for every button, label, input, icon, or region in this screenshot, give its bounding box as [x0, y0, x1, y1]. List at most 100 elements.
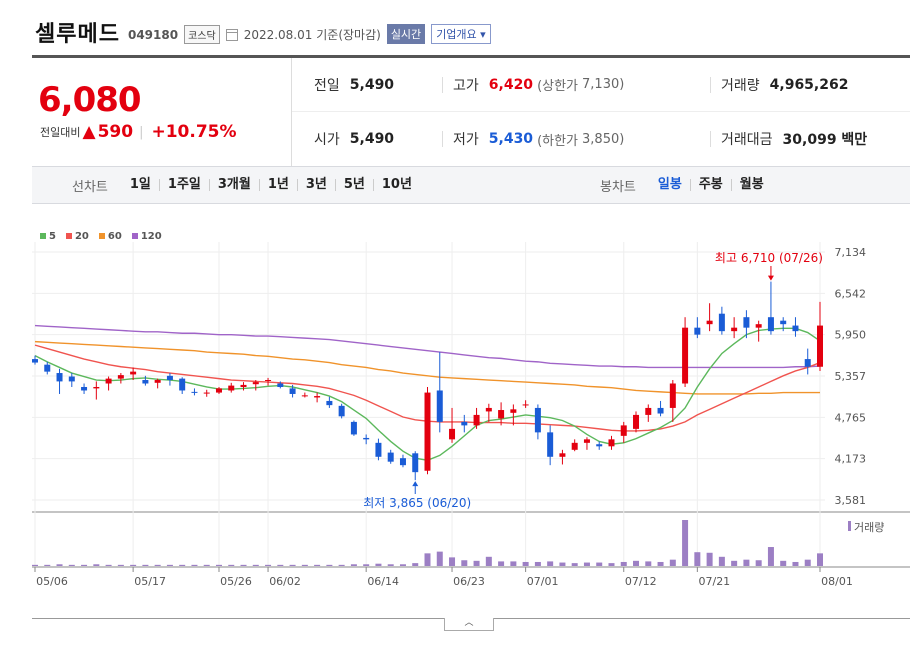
volume-bar: [485, 556, 492, 566]
candle-body: [424, 392, 431, 471]
line-chart-tabs: 선차트 1일 1주일 3개월 1년 3년 5년 10년: [72, 167, 420, 203]
volume-bar: [277, 564, 284, 566]
company-overview-button[interactable]: 기업개요 ▾: [431, 24, 491, 44]
candle-body: [203, 392, 210, 394]
volume-bar: [449, 557, 456, 566]
volume-bar: [559, 562, 566, 566]
tab-monthly[interactable]: 월봉: [730, 178, 772, 191]
candle-body: [706, 320, 713, 325]
tab-3y[interactable]: 3년: [296, 178, 335, 191]
tab-3m[interactable]: 3개월: [208, 178, 259, 191]
high-annotation: 최고 6,710 (07/26): [715, 251, 823, 265]
tab-weekly[interactable]: 주봉: [689, 178, 731, 191]
volume-bar: [780, 560, 787, 566]
candle-body: [265, 380, 272, 382]
tab-1y[interactable]: 1년: [258, 178, 297, 191]
candle-body: [780, 320, 787, 325]
change-percent: +10.75%: [151, 122, 237, 142]
calendar-icon: [225, 28, 238, 41]
chart-legend: 5 20 60 120: [40, 231, 162, 242]
volume-bar: [154, 564, 161, 566]
volume-bar: [583, 562, 590, 566]
volume-bar: [657, 561, 664, 566]
volume-bar: [473, 560, 480, 566]
candle-body: [363, 437, 370, 440]
up-arrow-icon: ▲: [82, 122, 96, 142]
stock-header: 셀루메드 049180 코스닥 2022.08.01 기준(장마감) 실시간 기…: [35, 16, 491, 48]
volume-bar: [326, 564, 333, 566]
candle-body: [215, 388, 222, 393]
candle-body: [522, 404, 529, 406]
low-price: 저가 5,430 (하한가 3,850): [442, 131, 624, 149]
price-box: 6,080 전일대비 ▲ 590 | +10.75%: [32, 58, 292, 166]
tab-5y[interactable]: 5년: [334, 178, 373, 191]
collapse-button[interactable]: ︿: [444, 618, 494, 631]
candle-chart-tabs: 봉차트 일봉 주봉 월봉: [600, 167, 772, 203]
volume-bar: [620, 561, 627, 566]
candle-body: [817, 325, 823, 367]
realtime-button[interactable]: 실시간: [386, 24, 426, 44]
candle-body: [93, 386, 100, 389]
candle-body: [804, 359, 811, 367]
y-tick-label: 5,357: [835, 370, 867, 383]
volume-bar: [105, 564, 112, 566]
low-annotation: 최저 3,865 (06/20): [363, 496, 471, 510]
volume-bar: [706, 552, 713, 566]
open-price: 시가 5,490: [314, 131, 395, 148]
candle-body: [154, 380, 161, 383]
volume-bar: [510, 561, 517, 566]
tab-10y[interactable]: 10년: [372, 178, 420, 191]
volume-bar: [412, 563, 419, 566]
x-tick-label: 07/12: [625, 575, 657, 588]
candle-body: [228, 385, 235, 391]
candle-body: [510, 409, 517, 413]
candle-body: [620, 425, 627, 436]
volume-bar: [166, 564, 173, 566]
volume-bar: [522, 561, 529, 566]
volume-bar: [338, 564, 345, 566]
legend-ma60: 60: [98, 231, 122, 242]
volume-bar: [571, 563, 578, 566]
candle-body: [130, 371, 137, 375]
tab-1d[interactable]: 1일: [129, 177, 151, 192]
candle-body: [32, 359, 38, 363]
volume-bar: [375, 563, 382, 566]
volume-bar: [694, 552, 701, 566]
volume-bar: [265, 564, 272, 566]
y-tick-label: 7,134: [835, 246, 867, 259]
candle-body: [608, 439, 615, 447]
chart-tab-bar: 선차트 1일 1주일 3개월 1년 3년 5년 10년 봉차트 일봉 주봉 월봉: [32, 166, 910, 204]
volume-bar: [547, 561, 554, 566]
tab-daily[interactable]: 일봉: [657, 177, 682, 192]
y-tick-label: 5,950: [835, 329, 867, 342]
candle-body: [645, 407, 652, 415]
volume-bar: [498, 561, 505, 566]
candle-body: [547, 432, 554, 457]
volume-bar: [203, 564, 210, 566]
candle-body: [44, 364, 51, 372]
volume-bar: [191, 564, 198, 566]
candle-body: [387, 452, 394, 462]
change-label: 전일대비: [40, 126, 81, 139]
volume-bar: [68, 564, 75, 566]
tab-1w[interactable]: 1주일: [158, 178, 209, 191]
candle-body: [338, 405, 345, 417]
high-arrow-head: [767, 275, 774, 281]
volume-bar: [228, 564, 235, 566]
candle-body: [682, 327, 689, 384]
volume-bar: [731, 560, 738, 566]
x-tick-label: 05/06: [36, 575, 68, 588]
x-tick-label: 07/21: [698, 575, 730, 588]
volume: 거래량 4,965,262: [710, 76, 848, 94]
trade-value: 거래대금 30,099 백만: [710, 131, 867, 148]
prev-close: 전일 5,490: [314, 76, 395, 94]
candle-body: [301, 395, 308, 397]
candle-body: [669, 383, 676, 408]
candle-body: [498, 410, 505, 419]
y-tick-label: 3,581: [835, 494, 867, 507]
x-tick-label: 06/14: [367, 575, 399, 588]
candle-body: [449, 428, 456, 440]
volume-bar: [240, 564, 247, 566]
volume-bar: [179, 564, 186, 566]
volume-bar: [314, 564, 321, 566]
